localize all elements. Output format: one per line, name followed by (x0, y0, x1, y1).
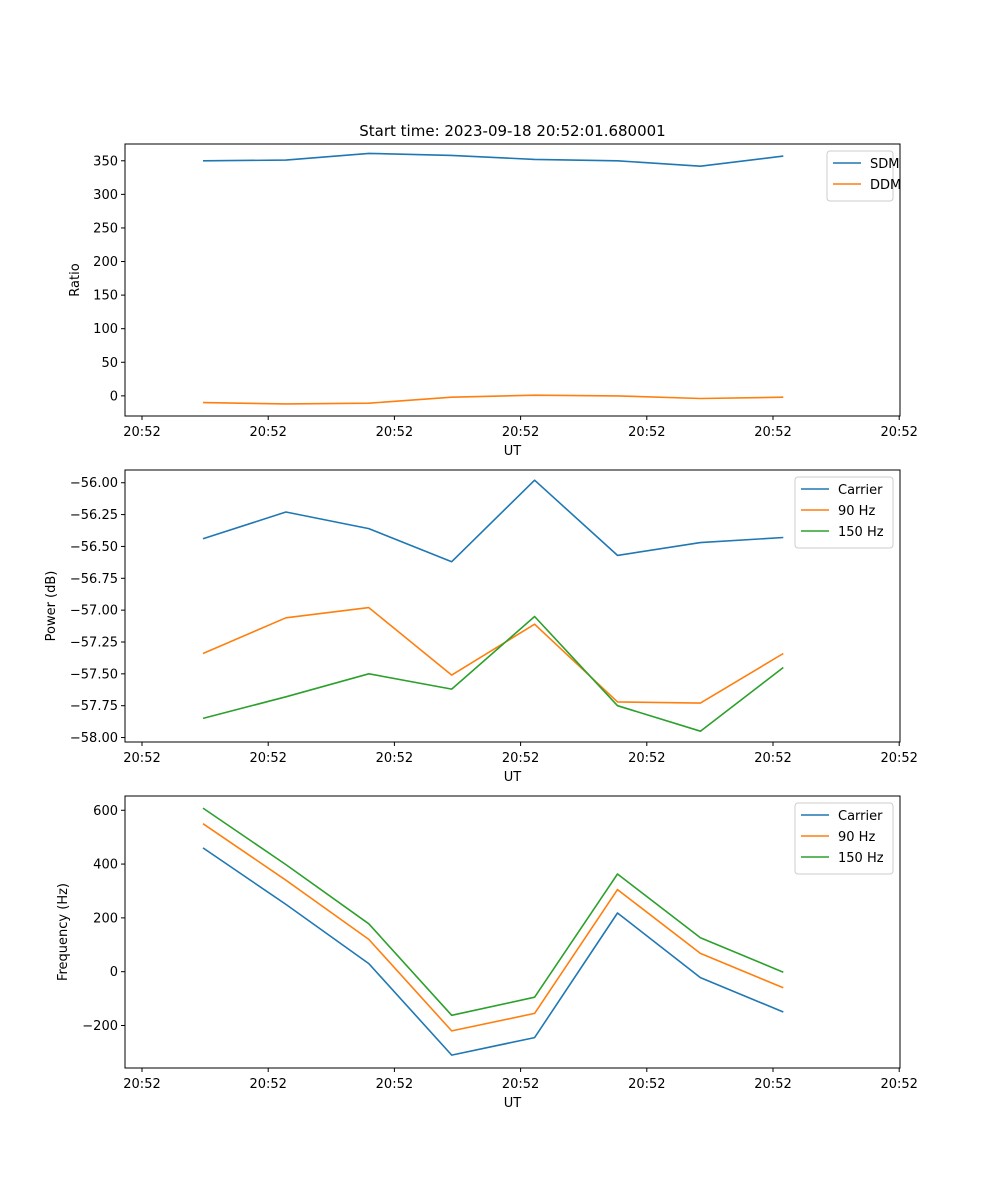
x-tick-label: 20:52 (880, 1077, 917, 1092)
series-line-150-hz (202, 807, 784, 1017)
legend-label: DDM (870, 178, 901, 193)
legend-label: SDM (870, 157, 899, 172)
series-line-carrier (202, 479, 784, 563)
x-tick-label: 20:52 (376, 751, 413, 766)
y-axis-label: Power (dB) (44, 571, 59, 642)
plot-frame (124, 143, 901, 417)
x-tick-label: 20:52 (249, 1077, 286, 1092)
legend-label: 90 Hz (838, 830, 875, 845)
legend: Carrier 90 Hz 150 Hz (794, 802, 894, 875)
x-tick-label: 20:52 (123, 1077, 160, 1092)
series-line-150-hz (202, 615, 784, 733)
y-tick-label: 50 (101, 356, 118, 371)
series-line-sdm (202, 152, 784, 167)
x-axis-label: UT (504, 444, 522, 459)
legend-label: 150 Hz (838, 525, 884, 540)
y-axis-label: Ratio (68, 263, 83, 296)
x-tick-label: 20:52 (754, 425, 791, 440)
y-tick-label: −58.00 (70, 731, 118, 746)
x-tick-label: 20:52 (628, 751, 665, 766)
y-tick-label: 400 (93, 858, 118, 873)
x-tick-label: 20:52 (628, 1077, 665, 1092)
legend-label: Carrier (838, 809, 883, 824)
legend: SDM DDM (826, 150, 901, 202)
legend-label: 150 Hz (838, 851, 884, 866)
series-line-90-hz (202, 606, 784, 704)
y-tick-label: 300 (93, 188, 118, 203)
x-tick-label: 20:52 (628, 425, 665, 440)
x-tick-label: 20:52 (502, 425, 539, 440)
y-axis-label: Frequency (Hz) (56, 883, 71, 981)
legend-label: 90 Hz (838, 504, 875, 519)
x-tick-label: 20:52 (502, 1077, 539, 1092)
y-tick-label: 150 (93, 289, 118, 304)
y-tick-label: −57.00 (70, 604, 118, 619)
series-line-90-hz (202, 823, 784, 1032)
y-tick-label: −56.25 (70, 508, 118, 523)
x-tick-label: 20:52 (880, 425, 917, 440)
x-tick-label: 20:52 (123, 425, 160, 440)
chart-panel-3: 20:5220:5220:5220:5220:5220:5220:5220:53… (56, 795, 918, 1111)
y-tick-label: −57.25 (70, 635, 118, 650)
chart-panel-2: 20:5220:5220:5220:5220:5220:5220:5220:53… (44, 469, 918, 785)
y-tick-label: −56.00 (70, 476, 118, 491)
y-tick-label: 0 (110, 389, 118, 404)
plot-frame (124, 469, 901, 743)
chart-title: Start time: 2023-09-18 20:52:01.680001 (359, 122, 665, 140)
chart-panel-1: Start time: 2023-09-18 20:52:01.680001 20… (68, 122, 918, 459)
x-tick-label: 20:52 (880, 751, 917, 766)
x-tick-label: 20:52 (376, 1077, 413, 1092)
y-tick-label: −200 (82, 1019, 118, 1034)
legend: Carrier 90 Hz 150 Hz (794, 476, 894, 549)
x-axis-label: UT (504, 770, 522, 785)
y-tick-label: −57.50 (70, 667, 118, 682)
x-tick-label: 20:52 (502, 751, 539, 766)
legend-label: Carrier (838, 483, 883, 498)
y-tick-label: 250 (93, 221, 118, 236)
x-tick-label: 20:52 (123, 751, 160, 766)
x-tick-label: 20:52 (754, 1077, 791, 1092)
y-tick-label: 100 (93, 322, 118, 337)
x-tick-label: 20:52 (754, 751, 791, 766)
x-tick-label: 20:52 (249, 751, 286, 766)
series-line-ddm (202, 394, 784, 405)
plot-frame (124, 795, 901, 1069)
y-tick-label: −57.75 (70, 699, 118, 714)
series-line-carrier (202, 847, 784, 1056)
x-tick-label: 20:52 (376, 425, 413, 440)
y-tick-label: −56.75 (70, 572, 118, 587)
y-tick-label: −56.50 (70, 540, 118, 555)
y-tick-label: 350 (93, 154, 118, 169)
y-tick-label: 200 (93, 255, 118, 270)
x-axis-label: UT (504, 1096, 522, 1111)
y-tick-label: 600 (93, 804, 118, 819)
y-tick-label: 200 (93, 911, 118, 926)
x-tick-label: 20:52 (249, 425, 286, 440)
y-tick-label: 0 (110, 965, 118, 980)
